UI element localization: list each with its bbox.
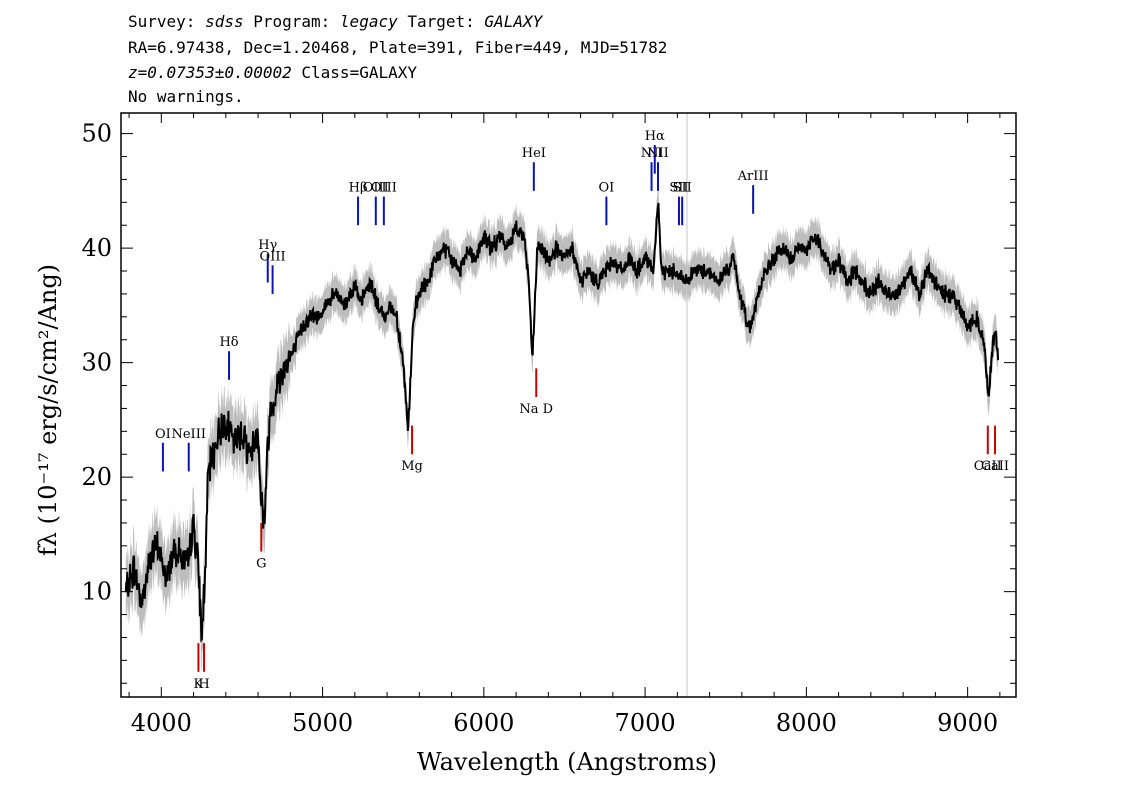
header-line-3: z=0.07353±0.00002 Class=GALAXY — [128, 63, 417, 83]
emission-line-label: Hβ — [349, 181, 368, 196]
y-tick-label: 10 — [81, 578, 112, 606]
y-axis-label: fλ (10⁻¹⁷ erg/s/cm²/Ang) — [34, 264, 62, 556]
target-value: GALAXY — [484, 12, 543, 31]
emission-lines-layer: OI NeIIIHδHγOIIIHβOIIIOIIIHeIOINIIHαNIISI… — [155, 129, 769, 472]
program-value: legacy — [339, 12, 398, 31]
emission-line-label: NII — [641, 146, 663, 161]
program-label: Program: — [243, 12, 340, 31]
emission-line-label: Hγ — [258, 238, 277, 253]
survey-label: Survey: — [128, 12, 206, 31]
y-tick-label: 40 — [81, 234, 112, 262]
emission-line-label: SII — [669, 181, 688, 196]
emission-line-label: NII — [647, 146, 669, 161]
absorption-line-label: G — [256, 557, 266, 572]
emission-line-label: OIII — [363, 181, 389, 196]
x-tick-label: 6000 — [453, 709, 514, 737]
emission-line-label: OI — [598, 181, 614, 196]
header-line-2: RA=6.97438, Dec=1.20468, Plate=391, Fibe… — [128, 38, 668, 57]
emission-line-label: OIII — [260, 249, 286, 264]
redshift-value: z=0.07353±0.00002 — [128, 63, 292, 82]
emission-line-label: Hα — [645, 129, 665, 144]
x-tick-label: 9000 — [937, 709, 998, 737]
spectrum-line — [124, 202, 1000, 643]
x-tick-label: 5000 — [292, 709, 353, 737]
emission-line-label: NeIII — [171, 427, 205, 442]
emission-line-label: SII — [673, 181, 692, 196]
class-value: Class=GALAXY — [291, 63, 417, 82]
header-line-4: No warnings. — [128, 87, 244, 106]
absorption-line-label: Na D — [519, 402, 553, 417]
emission-line-label: ArIII — [737, 169, 769, 184]
absorption-line-label: K — [194, 677, 204, 692]
emission-line-label: OIII — [371, 181, 397, 196]
ticks-layer: 4000 5000 6000 7000 8000 9000 10 20 30 40 50 — [81, 113, 1016, 737]
absorption-line-label: CaII — [974, 459, 1002, 474]
x-tick-label: 7000 — [615, 709, 676, 737]
emission-line-label: HeI — [522, 146, 546, 161]
x-axis-label: Wavelength (Angstroms) — [417, 748, 717, 776]
absorption-line-label: H — [198, 677, 209, 692]
y-tick-label: 30 — [81, 349, 112, 377]
target-label: Target: — [397, 12, 485, 31]
y-tick-label: 50 — [81, 120, 112, 148]
emission-line-label: OI — [155, 427, 171, 442]
absorption-line-label: CaII — [981, 459, 1009, 474]
axes-layer — [120, 112, 1017, 698]
survey-value: sdss — [205, 12, 244, 31]
absorption-line-label: Mg — [401, 459, 423, 474]
y-tick-label: 20 — [81, 463, 112, 491]
plot-frame — [120, 112, 1017, 698]
header-line-1: Survey: sdss Program: legacy Target: GAL… — [128, 12, 542, 32]
x-tick-label: 4000 — [131, 709, 192, 737]
x-tick-label: 8000 — [776, 709, 837, 737]
spectrum-layer — [124, 202, 1000, 643]
emission-line-label: Hδ — [219, 335, 238, 350]
